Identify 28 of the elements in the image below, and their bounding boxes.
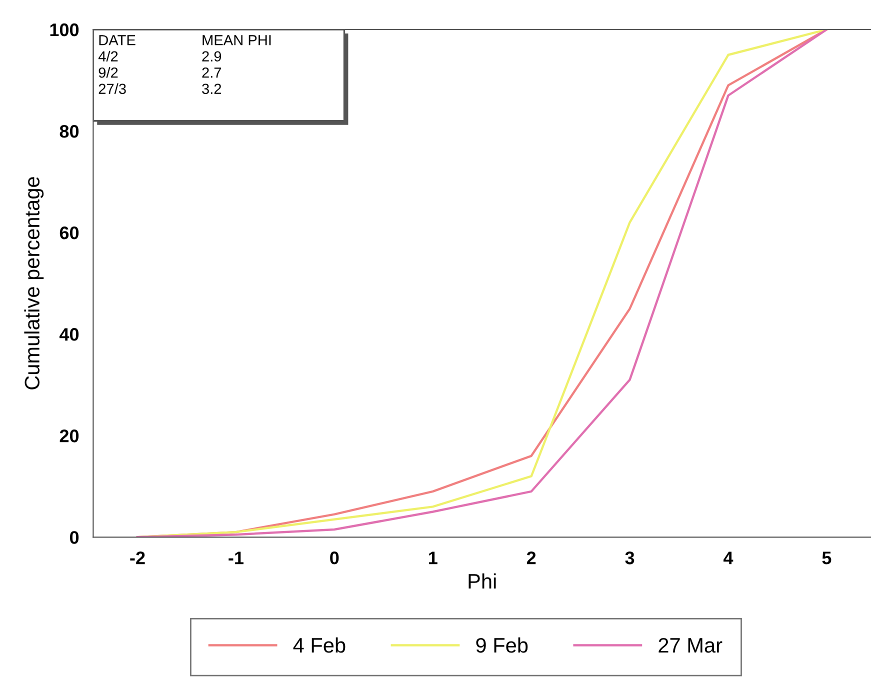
- line-series: [136, 30, 828, 538]
- x-tick-label: -2: [130, 552, 145, 564]
- y-tick-label: 100: [50, 23, 79, 36]
- annotation: 4/2: [98, 50, 118, 62]
- y-axis-title: Cumulative percentage: [24, 177, 44, 390]
- x-tick-label: 4: [723, 552, 734, 564]
- legend-label: 4 Feb: [293, 637, 346, 653]
- legend-label: 27 Mar: [658, 638, 722, 653]
- annotation: DATE: [99, 35, 136, 46]
- legend-label: 9 Feb: [476, 637, 528, 653]
- y-tick-label: 20: [60, 430, 79, 442]
- x-tick-label: -1: [228, 552, 244, 564]
- annotation: 9/2: [98, 67, 118, 78]
- x-tick-label: 0: [330, 552, 339, 564]
- y-tick-label: 40: [60, 328, 79, 341]
- annotation: 2.7: [202, 67, 222, 78]
- y-tick-label: 60: [60, 226, 79, 240]
- y-tick-label: 0: [70, 531, 79, 544]
- annotation: 2.9: [202, 51, 222, 62]
- x-axis-title: Phi: [468, 573, 496, 589]
- x-tick-label: 5: [822, 552, 832, 564]
- x-tick-label: 3: [625, 552, 634, 564]
- annotation: 3.2: [202, 84, 222, 94]
- x-tick-label: 2: [526, 552, 536, 564]
- x-tick-label: 1: [428, 552, 438, 564]
- annotation: 27/3: [98, 83, 126, 94]
- y-tick-label: 80: [60, 124, 79, 138]
- annotation: MEAN PHI: [202, 35, 271, 46]
